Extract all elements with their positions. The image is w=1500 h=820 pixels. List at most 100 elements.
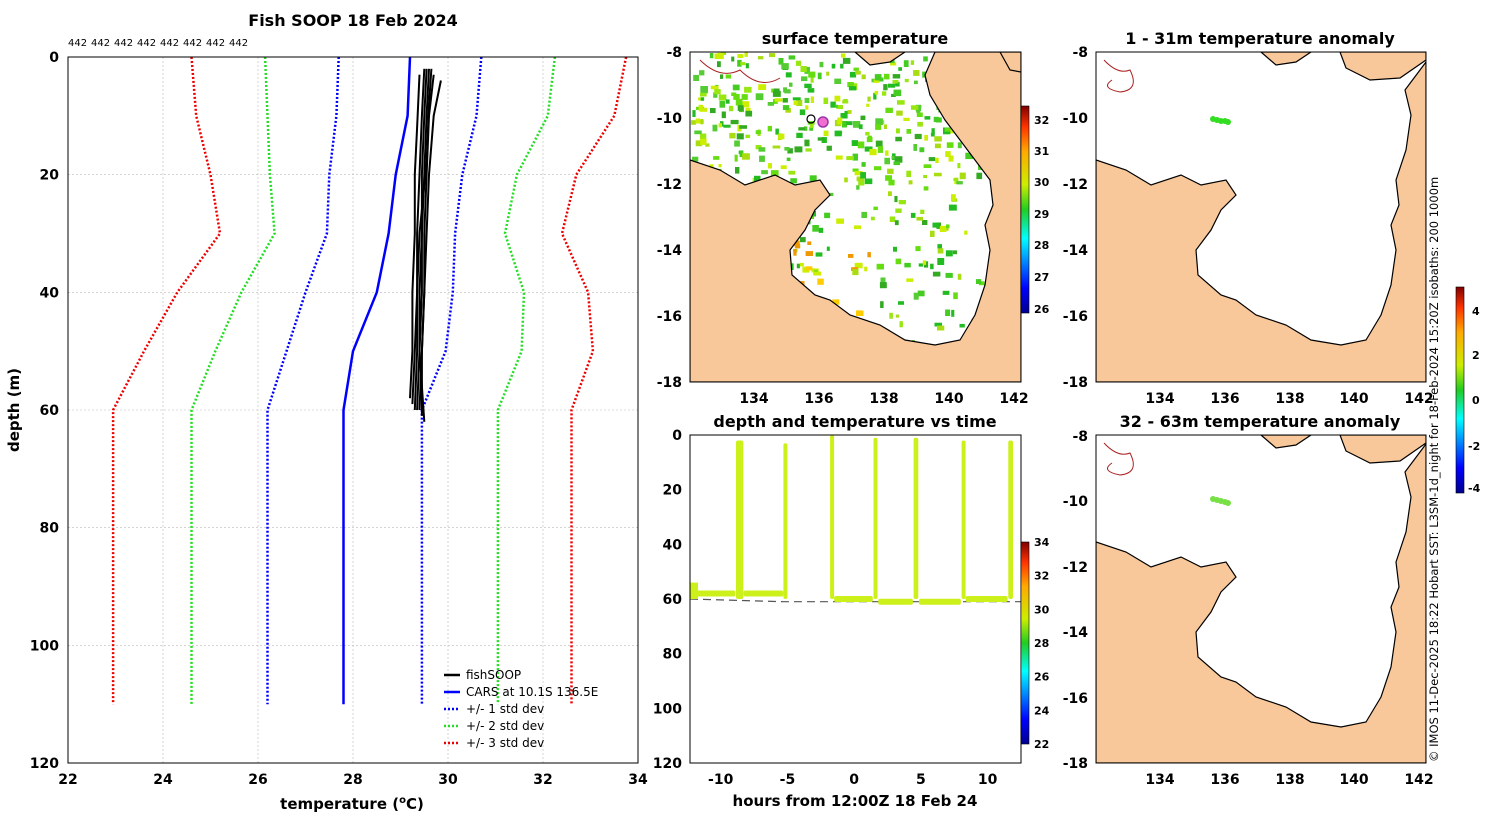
sst-cell xyxy=(800,66,807,72)
sst-cell xyxy=(879,282,887,289)
sst-cell xyxy=(914,80,918,85)
sst-cell xyxy=(831,63,836,69)
sst-cell xyxy=(875,140,883,147)
sst-cell xyxy=(781,63,789,70)
x-tick-label: 138 xyxy=(1275,772,1304,788)
x-tick-label: 10 xyxy=(978,772,998,788)
sst-cell xyxy=(957,163,961,169)
sst-cell xyxy=(840,113,848,119)
x-tick-label: 134 xyxy=(1145,772,1174,788)
sst-cell xyxy=(915,246,921,252)
x-tick-label: 0 xyxy=(849,772,859,788)
sst-cell xyxy=(832,299,840,305)
sst-cell xyxy=(737,105,744,111)
sst-cell xyxy=(805,105,809,110)
y-tick-label: -16 xyxy=(657,309,682,325)
sst-cell xyxy=(804,66,810,74)
sst-cell xyxy=(861,74,866,80)
sst-cell xyxy=(837,117,843,125)
sst-cell xyxy=(692,110,696,117)
sst-cell xyxy=(873,206,878,211)
std-dev-lower-line xyxy=(266,56,340,705)
profile-header-labels: 442 442 442 442 442 442 442 442 xyxy=(68,38,248,49)
x-tick-label: 26 xyxy=(248,772,267,788)
sst-cell xyxy=(852,153,858,161)
y-tick-label: -14 xyxy=(657,243,683,259)
sst-cell xyxy=(774,98,783,102)
y-tick-label: -8 xyxy=(1072,429,1088,445)
sst-cell xyxy=(805,266,813,271)
sst-cell xyxy=(844,110,850,114)
dive-vertical-track xyxy=(830,435,835,599)
sst-cell xyxy=(895,314,900,318)
sst-cell xyxy=(804,83,812,88)
sst-cell xyxy=(771,88,775,93)
sst-cell xyxy=(699,133,707,141)
sst-cell xyxy=(856,176,864,182)
sst-cell xyxy=(826,71,830,76)
sst-cell xyxy=(939,225,947,232)
sst-cell xyxy=(812,225,819,232)
sst-cell xyxy=(728,105,734,112)
sst-cell xyxy=(834,78,842,84)
profile-y-axis-label: depth (m) xyxy=(5,368,23,452)
anomaly-shallow-frame xyxy=(1095,51,1427,383)
sst-cell xyxy=(755,93,764,101)
sst-cell xyxy=(867,96,871,102)
sst-cell xyxy=(858,124,863,130)
sst-cell xyxy=(817,72,822,80)
time-colorbar xyxy=(1020,541,1030,745)
y-tick-label: 100 xyxy=(653,701,682,717)
sst-cell xyxy=(952,250,957,255)
sst-cell xyxy=(933,172,942,177)
time-x-axis-label: hours from 12:00Z 18 Feb 24 xyxy=(733,792,978,810)
sst-cell xyxy=(846,121,853,126)
y-tick-label: -14 xyxy=(1063,625,1089,641)
sst-cell xyxy=(778,58,784,65)
y-tick-label: -18 xyxy=(1063,375,1088,391)
y-tick-label: 120 xyxy=(653,756,682,772)
y-tick-label: -18 xyxy=(657,375,682,391)
sst-cell xyxy=(741,101,750,108)
sst-cell xyxy=(745,63,749,69)
sst-cell xyxy=(876,263,884,270)
sst-cell xyxy=(798,127,805,131)
sst-cell xyxy=(864,146,873,152)
sst-cell xyxy=(852,121,861,128)
sst-cell xyxy=(741,94,748,100)
sst-cell xyxy=(884,73,890,80)
header-label: 442 xyxy=(137,38,156,49)
sst-cell xyxy=(784,89,791,94)
sst-cell xyxy=(758,147,766,152)
header-label: 442 xyxy=(68,38,87,49)
sst-cell xyxy=(782,105,790,110)
land-mass xyxy=(690,52,1021,382)
sst-cell xyxy=(804,139,810,147)
sst-cell xyxy=(948,128,954,134)
sst-cell xyxy=(736,133,744,140)
sst-cell xyxy=(913,292,919,300)
sst-cell xyxy=(894,196,898,203)
sst-cell xyxy=(847,82,854,88)
dive-vertical-track xyxy=(873,437,878,599)
sst-cell xyxy=(937,325,945,331)
sst-cell xyxy=(895,258,902,265)
sst-cell xyxy=(870,216,875,221)
sst-cell xyxy=(714,89,721,95)
sst-cell xyxy=(739,150,744,158)
x-tick-label: 30 xyxy=(438,772,458,788)
header-label: 442 xyxy=(183,38,202,49)
sst-cell xyxy=(948,204,957,211)
sst-cell xyxy=(713,156,720,160)
sst-cell xyxy=(857,141,865,149)
sst-cell xyxy=(916,112,923,117)
sst-cell xyxy=(913,144,918,151)
anomaly-shallow-x-ticks: 134 136 138 140 142 xyxy=(1145,391,1433,407)
y-tick-label: -12 xyxy=(657,177,682,193)
sst-cell xyxy=(853,67,859,71)
sst-cell xyxy=(848,254,854,258)
sst-cell xyxy=(804,97,810,103)
y-tick-label: 80 xyxy=(40,521,60,537)
sst-cell xyxy=(935,157,939,164)
sst-cell xyxy=(873,79,880,83)
